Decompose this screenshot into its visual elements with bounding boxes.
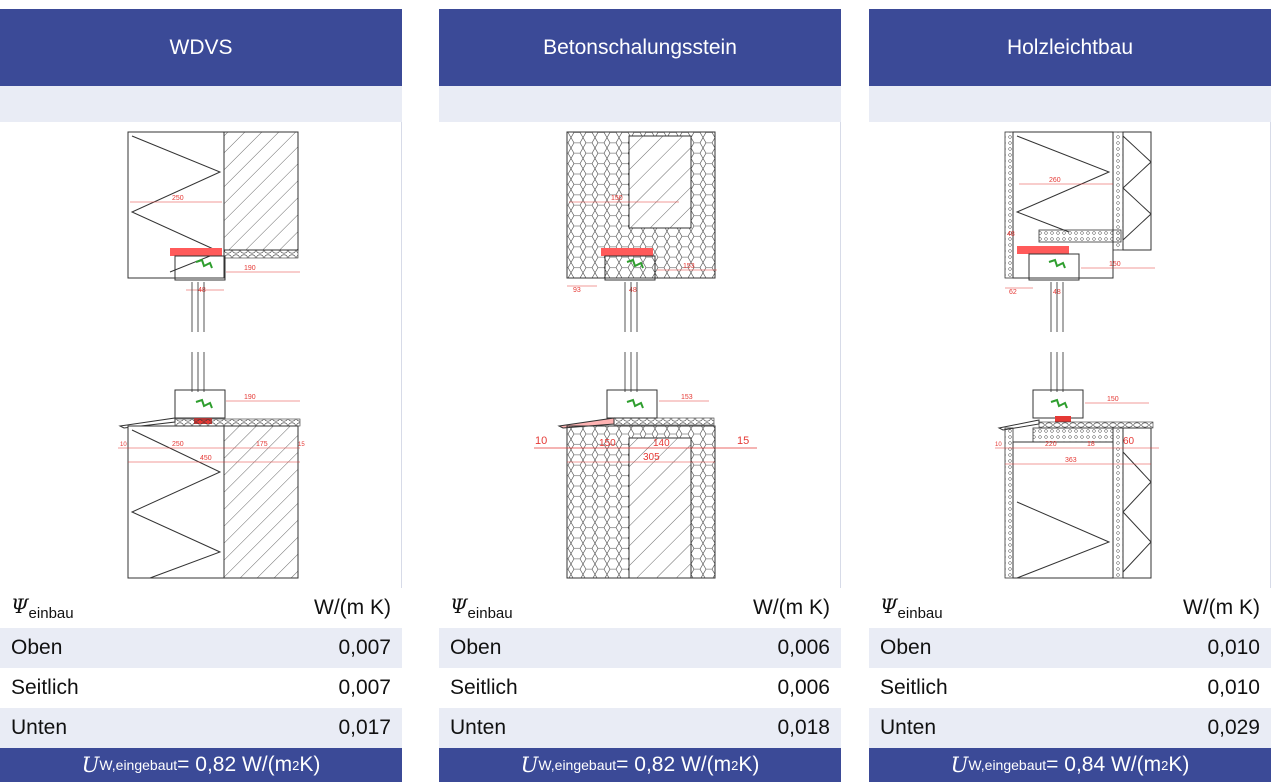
dim-label: 260 (1049, 177, 1061, 184)
dim-label: 250 (172, 195, 184, 202)
panel-title: Holzleichtbau (869, 9, 1271, 86)
row-value: 0,010 (1207, 676, 1260, 699)
unit-row: Ψeinbau W/(m K) (0, 588, 402, 628)
row-value: 0,010 (1207, 636, 1260, 659)
dim-label: 93 (573, 287, 581, 294)
row-label: Unten (11, 716, 68, 739)
row-value: 0,007 (338, 676, 391, 699)
dim-label: 48 (198, 287, 206, 294)
row-label: Seitlich (880, 676, 948, 699)
header-band (439, 86, 841, 122)
dim-label: 60 (1123, 436, 1135, 447)
dim-label: 62 (1009, 289, 1017, 296)
row-value: 0,017 (338, 716, 391, 739)
dim-label: 305 (643, 452, 660, 463)
dim-label: 150 (611, 195, 623, 202)
row-label: Unten (450, 716, 507, 739)
dim-label: 220 (1045, 441, 1057, 448)
unit-label: W/(m K) (753, 596, 830, 619)
drawing-svg: 250 190 48 190 10 (118, 131, 305, 579)
dim-label: 10 (995, 442, 1002, 448)
dim-label: 10 (120, 442, 127, 448)
table-row: Seitlich 0,010 (869, 668, 1271, 708)
psi-label: Ψeinbau (450, 594, 513, 622)
unit-row: Ψeinbau W/(m K) (439, 588, 841, 628)
table-row: Oben 0,010 (869, 628, 1271, 668)
row-label: Oben (880, 636, 932, 659)
header-band (869, 86, 1271, 122)
dim-label: 190 (244, 265, 256, 272)
dim-label: 10 (535, 435, 547, 447)
row-value: 0,018 (777, 716, 830, 739)
row-label: Unten (880, 716, 937, 739)
row-value: 0,006 (777, 676, 830, 699)
unit-label: W/(m K) (314, 596, 391, 619)
u-value-footer: U W,eingebaut = 0,84 W/(m 2 K) (869, 748, 1271, 782)
table-row: Unten 0,018 (439, 708, 841, 748)
row-value: 0,006 (777, 636, 830, 659)
dim-label: 48 (629, 287, 637, 294)
row-label: Seitlich (11, 676, 79, 699)
drawing-svg: 260 150 62 48 48 150 (995, 131, 1159, 579)
dim-label: 153 (683, 263, 695, 270)
dim-label: 150 (1107, 396, 1119, 403)
row-label: Oben (11, 636, 63, 659)
psi-label: Ψeinbau (880, 594, 943, 622)
unit-row: Ψeinbau W/(m K) (869, 588, 1271, 628)
dim-label: 150 (1109, 261, 1121, 268)
dim-label: 190 (244, 394, 256, 401)
dim-label: 18 (1087, 441, 1095, 448)
header-band (0, 86, 402, 122)
table-row: Seitlich 0,006 (439, 668, 841, 708)
panel-holzleichtbau: Holzleichtbau 260 (869, 9, 1271, 782)
dim-label: 48 (1007, 231, 1015, 238)
dim-label: 15 (737, 435, 749, 447)
table-row: Oben 0,006 (439, 628, 841, 668)
table-row: Oben 0,007 (0, 628, 402, 668)
dim-label: 450 (200, 455, 212, 462)
psi-label: Ψeinbau (11, 594, 74, 622)
section-drawing-holz: 260 150 62 48 48 150 (869, 122, 1271, 588)
panel-title: WDVS (0, 9, 402, 86)
dim-label: 15 (298, 442, 305, 448)
section-drawing-wdvs: 250 190 48 190 10 (0, 122, 402, 588)
panel-title: Betonschalungsstein (439, 9, 841, 86)
dim-label: 153 (681, 394, 693, 401)
table-row: Unten 0,029 (869, 708, 1271, 748)
row-value: 0,007 (338, 636, 391, 659)
unit-label: W/(m K) (1183, 596, 1260, 619)
dim-label: 175 (256, 441, 268, 448)
row-label: Seitlich (450, 676, 518, 699)
section-drawing-beton: 150 153 93 48 153 10 (439, 122, 841, 588)
dim-label: 363 (1065, 457, 1077, 464)
dim-label: 250 (172, 441, 184, 448)
u-value-footer: U W,eingebaut = 0,82 W/(m 2 K) (0, 748, 402, 782)
u-value-footer: U W,eingebaut = 0,82 W/(m 2 K) (439, 748, 841, 782)
panel-betonschalungsstein: Betonschalungsstein 150 (439, 9, 841, 782)
table-row: Unten 0,017 (0, 708, 402, 748)
row-label: Oben (450, 636, 502, 659)
table-row: Seitlich 0,007 (0, 668, 402, 708)
dim-label: 140 (653, 438, 670, 449)
drawing-svg: 150 153 93 48 153 10 (534, 131, 757, 579)
dim-label: 150 (599, 438, 616, 449)
panel-wdvs: WDVS 250 190 48 (0, 9, 402, 782)
row-value: 0,029 (1207, 716, 1260, 739)
